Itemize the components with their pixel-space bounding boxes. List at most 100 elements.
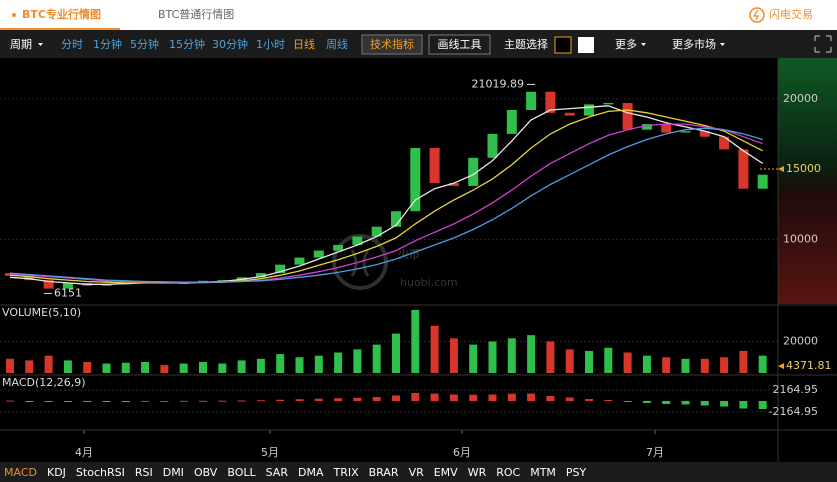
bar	[720, 401, 729, 407]
moving-average	[9, 109, 763, 284]
last-price-label: 15000	[786, 162, 821, 175]
bar	[44, 355, 53, 373]
y-tick-label: -2164.95	[769, 405, 818, 418]
bar	[237, 400, 246, 402]
low-annotation: 6151	[54, 286, 82, 299]
bar	[604, 347, 613, 373]
dropdown-arrow	[38, 43, 43, 46]
bar	[121, 362, 130, 373]
more-menu[interactable]: 更多	[615, 37, 637, 51]
more-markets-menu[interactable]: 更多市场	[672, 37, 716, 51]
interval-option[interactable]: 1分钟	[93, 37, 122, 51]
candle	[236, 277, 247, 281]
brand-link[interactable]: 闪电交易	[769, 7, 813, 21]
indicator-tab[interactable]: PSY	[566, 466, 587, 479]
indicator-tab[interactable]: EMV	[434, 466, 458, 479]
high-annotation: 21019.89	[472, 77, 525, 90]
bar	[758, 401, 767, 409]
theme-dark[interactable]	[554, 36, 572, 54]
bar	[102, 401, 111, 402]
indicator-tab[interactable]: BOLL	[227, 466, 256, 479]
bar	[662, 357, 671, 373]
indicator-tab[interactable]: TRIX	[332, 466, 359, 479]
bar	[546, 396, 555, 401]
bar	[179, 363, 188, 373]
active-tab-underline	[0, 28, 120, 30]
indicator-tab[interactable]: SAR	[266, 466, 289, 479]
panel-title: VOLUME(5,10)	[2, 306, 81, 319]
indicator-tab[interactable]: StochRSI	[76, 466, 125, 479]
indicator-tab[interactable]: OBV	[194, 466, 218, 479]
bar	[527, 393, 536, 401]
indicator-tab[interactable]: DMI	[163, 466, 184, 479]
bar	[700, 358, 709, 373]
expand-button[interactable]	[811, 32, 835, 56]
dropdown-arrow	[641, 43, 646, 46]
interval-option[interactable]: 5分钟	[130, 37, 159, 51]
bar	[585, 350, 593, 373]
interval-option[interactable]: 周线	[326, 37, 348, 51]
candle	[62, 282, 73, 289]
indicator-tab[interactable]: VR	[409, 466, 425, 479]
bar	[392, 395, 400, 401]
tab[interactable]: BTC普通行情图	[158, 7, 234, 21]
candle	[391, 211, 401, 227]
theme-label: 主题选择	[504, 37, 548, 51]
bar	[739, 401, 748, 409]
bar	[334, 398, 343, 401]
candle	[371, 226, 382, 237]
bar	[276, 354, 285, 373]
candle	[429, 147, 440, 184]
interval-option[interactable]: 15分钟	[169, 37, 205, 51]
bar	[623, 401, 632, 402]
indicator-tab[interactable]: KDJ	[47, 466, 66, 479]
indicator-tab[interactable]: BRAR	[369, 466, 399, 479]
x-tick-label: 5月	[261, 446, 279, 459]
theme-light[interactable]	[578, 37, 594, 53]
tab-dot	[12, 13, 16, 17]
bar	[334, 352, 343, 373]
interval-option[interactable]: 日线	[293, 37, 315, 51]
watermark-url: huobi.com	[400, 276, 458, 289]
candle	[275, 264, 286, 274]
bar	[604, 400, 613, 401]
bar	[314, 398, 323, 401]
bar	[507, 393, 516, 401]
interval-option[interactable]: 分时	[61, 38, 83, 51]
indicator-tab[interactable]: MTM	[530, 466, 556, 479]
last-price-arrow	[778, 166, 784, 173]
tool-button[interactable]	[428, 34, 491, 55]
candle	[43, 280, 54, 289]
bar	[507, 338, 516, 373]
indicator-tab[interactable]: WR	[468, 466, 487, 479]
bar	[256, 400, 265, 402]
interval-option[interactable]: 1小时	[256, 38, 285, 51]
bar	[218, 363, 227, 373]
bar	[6, 400, 14, 402]
bar	[372, 344, 381, 373]
interval-option[interactable]: 30分钟	[212, 37, 248, 51]
indicator-tab[interactable]: DMA	[298, 466, 324, 479]
bar	[681, 401, 690, 405]
candle	[545, 91, 556, 113]
bar	[642, 401, 651, 403]
indicator-tab[interactable]: MACD	[4, 466, 37, 479]
candle	[313, 250, 324, 258]
candle	[333, 244, 344, 251]
bar	[411, 393, 420, 401]
bar	[63, 401, 72, 402]
period-menu[interactable]: 周期	[10, 38, 32, 51]
y-tick-label: 20000	[783, 334, 818, 347]
indicator-tab[interactable]: RSI	[135, 466, 153, 479]
candle	[699, 131, 710, 137]
tool-button[interactable]	[361, 34, 423, 55]
tab-active[interactable]: BTC专业行情图	[22, 7, 101, 21]
dropdown-arrow	[720, 43, 725, 46]
indicator-tab[interactable]: ROC	[496, 466, 520, 479]
candle	[448, 183, 459, 186]
bar	[295, 399, 304, 401]
bar	[160, 401, 169, 402]
bar	[449, 394, 458, 401]
candle	[506, 110, 517, 134]
